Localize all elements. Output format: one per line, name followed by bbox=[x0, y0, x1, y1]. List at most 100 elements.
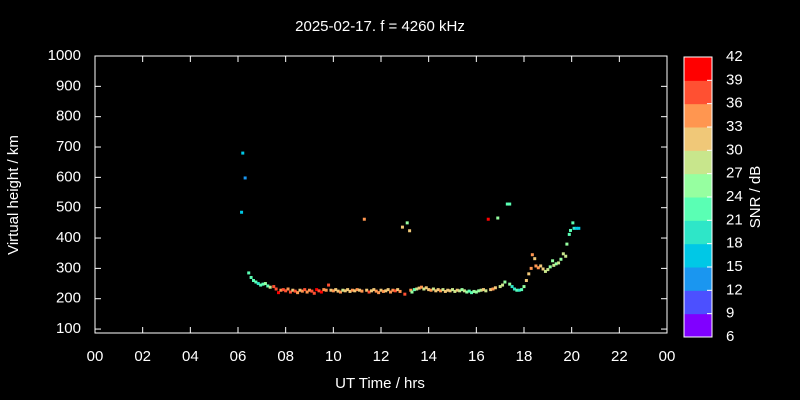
point bbox=[291, 288, 295, 292]
point bbox=[493, 286, 497, 290]
colorbar-tick-label: 27 bbox=[726, 165, 743, 182]
point bbox=[539, 264, 543, 268]
point bbox=[384, 289, 388, 293]
point bbox=[343, 289, 347, 293]
point bbox=[408, 229, 412, 233]
point bbox=[350, 288, 354, 292]
colorbar-label: SNR / dB bbox=[747, 166, 764, 229]
point bbox=[458, 289, 462, 293]
point bbox=[420, 285, 424, 289]
point bbox=[263, 282, 267, 286]
point bbox=[367, 290, 371, 294]
colorbar-band bbox=[684, 290, 712, 315]
point bbox=[441, 288, 445, 292]
y-tick-label: 1000 bbox=[48, 47, 81, 64]
point bbox=[305, 290, 309, 294]
point bbox=[400, 225, 404, 229]
point bbox=[341, 288, 345, 292]
point bbox=[489, 288, 493, 292]
point bbox=[272, 285, 276, 289]
point bbox=[455, 288, 459, 292]
point bbox=[296, 291, 300, 295]
y-tick-label: 900 bbox=[56, 77, 81, 94]
point bbox=[436, 288, 440, 292]
point bbox=[533, 257, 537, 261]
point bbox=[308, 288, 311, 292]
point bbox=[474, 290, 478, 294]
colorbar-tick-label: 33 bbox=[726, 118, 743, 135]
point bbox=[331, 289, 335, 293]
point bbox=[412, 288, 416, 292]
point bbox=[548, 265, 552, 269]
point bbox=[396, 288, 400, 292]
point bbox=[543, 269, 547, 273]
point bbox=[336, 289, 340, 293]
point bbox=[427, 288, 431, 292]
chart-title: 2025-02-17. f = 4260 kHz bbox=[295, 18, 465, 35]
point bbox=[327, 283, 331, 287]
x-tick-label: 20 bbox=[563, 348, 580, 365]
colorbar-band bbox=[684, 173, 712, 198]
colorbar-band bbox=[684, 243, 712, 268]
colorbar-tick-label: 21 bbox=[726, 211, 743, 228]
point bbox=[465, 290, 469, 294]
point bbox=[571, 221, 575, 225]
point bbox=[546, 268, 550, 272]
point bbox=[300, 289, 304, 293]
point bbox=[541, 267, 545, 271]
x-tick-label: 22 bbox=[611, 348, 628, 365]
point bbox=[568, 228, 572, 232]
point bbox=[266, 284, 270, 288]
point bbox=[288, 290, 292, 294]
point bbox=[530, 253, 534, 257]
point bbox=[527, 272, 531, 276]
point bbox=[551, 259, 555, 263]
point bbox=[498, 285, 502, 289]
point bbox=[286, 287, 290, 291]
point bbox=[415, 287, 419, 291]
point bbox=[472, 289, 476, 293]
point bbox=[279, 288, 283, 292]
point bbox=[322, 288, 326, 292]
point bbox=[417, 286, 421, 290]
point bbox=[434, 289, 438, 293]
point bbox=[372, 288, 376, 292]
point bbox=[398, 289, 402, 293]
point bbox=[470, 291, 474, 295]
point bbox=[554, 262, 558, 266]
colorbar-tick-label: 18 bbox=[726, 235, 743, 252]
point bbox=[241, 151, 245, 155]
point bbox=[405, 221, 409, 225]
point bbox=[268, 285, 272, 289]
point bbox=[559, 257, 563, 261]
point bbox=[393, 289, 397, 293]
point bbox=[381, 289, 385, 293]
x-tick-label: 00 bbox=[87, 348, 104, 365]
point bbox=[284, 289, 288, 293]
x-tick-label: 08 bbox=[277, 348, 294, 365]
point bbox=[536, 266, 540, 270]
colorbar-band bbox=[684, 197, 712, 221]
x-tick-label: 04 bbox=[182, 348, 199, 365]
x-tick-label: 06 bbox=[230, 348, 247, 365]
point bbox=[240, 210, 244, 214]
point bbox=[261, 282, 265, 286]
y-tick-label: 400 bbox=[56, 229, 81, 246]
point bbox=[254, 280, 258, 284]
y-tick-label: 700 bbox=[56, 138, 81, 155]
point bbox=[319, 290, 323, 294]
point bbox=[561, 252, 565, 256]
colorbar-band bbox=[684, 103, 712, 128]
colorbar-tick-label: 9 bbox=[726, 305, 734, 322]
colorbar-tick-label: 30 bbox=[726, 141, 743, 158]
point bbox=[293, 289, 297, 293]
point bbox=[439, 289, 443, 293]
point bbox=[557, 261, 561, 265]
point bbox=[410, 290, 414, 294]
point bbox=[524, 279, 528, 283]
point bbox=[251, 279, 255, 283]
colorbar-tick-label: 42 bbox=[726, 48, 743, 65]
point bbox=[508, 202, 512, 206]
point bbox=[315, 288, 319, 292]
point bbox=[355, 288, 359, 292]
